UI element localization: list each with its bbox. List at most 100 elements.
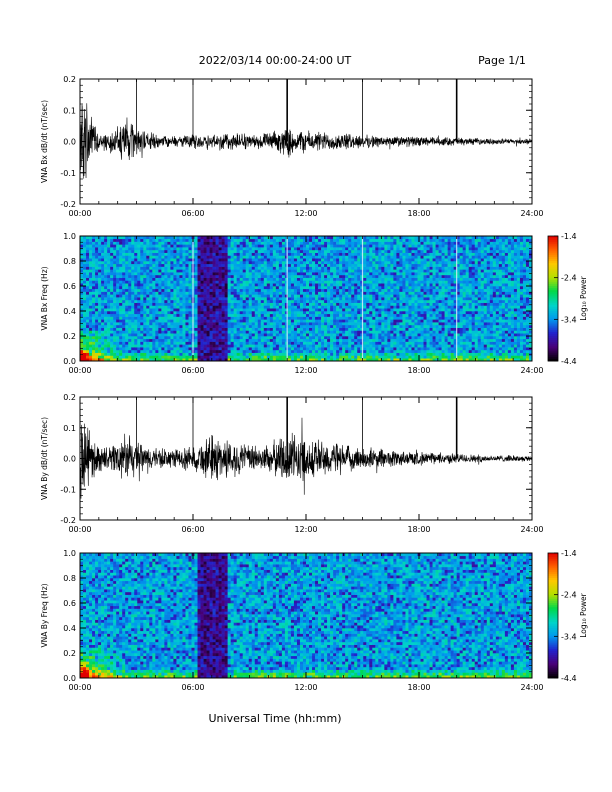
spectrogram-cell	[390, 294, 394, 298]
spectrogram-cell	[209, 319, 213, 323]
spectrogram-cell	[158, 277, 162, 281]
spectrogram-cell	[134, 327, 138, 331]
spectrogram-cell	[342, 299, 346, 303]
spectrogram-cell	[290, 344, 295, 348]
spectrogram-cell	[119, 263, 123, 267]
spectrogram-cell	[188, 327, 192, 331]
spectrogram-cell	[176, 322, 180, 326]
spectrogram-cell	[309, 347, 313, 351]
spectrogram-cell	[230, 255, 234, 259]
spectrogram-cell	[278, 341, 283, 345]
spectrogram-cell	[119, 238, 123, 242]
spectrogram-cell	[110, 333, 114, 337]
spectrogram-cell	[272, 355, 277, 359]
spectrogram-cell	[390, 236, 394, 240]
spectrogram-cell	[98, 336, 102, 340]
spectrogram-cell	[110, 261, 114, 265]
spectrogram-cell	[176, 288, 180, 292]
spectrogram-cell	[236, 333, 240, 337]
spectrogram-cell	[92, 341, 96, 345]
spectrogram-cell	[369, 313, 373, 317]
spectrogram-cell	[164, 311, 168, 315]
spectrogram-cell	[336, 349, 340, 353]
spectrogram-cell	[263, 286, 268, 290]
spectrogram-cell	[119, 316, 123, 320]
spectrogram-cell	[251, 255, 256, 259]
spectrogram-cell	[143, 319, 147, 323]
spectrogram-cell	[293, 352, 298, 356]
spectrogram-cell	[134, 344, 138, 348]
spectrogram-cell	[146, 336, 150, 340]
spectrogram-cell	[80, 355, 84, 359]
spectrogram-cell	[318, 336, 322, 340]
spectrogram-cell	[366, 236, 370, 240]
spectrogram-cell	[312, 355, 316, 359]
spectrogram-cell	[209, 308, 213, 312]
spectrogram-cell	[345, 241, 349, 245]
spectrogram-cell	[206, 349, 210, 353]
spectrogram-cell	[116, 291, 120, 295]
spectrogram-cell	[360, 341, 364, 345]
spectrogram-cell	[230, 333, 234, 337]
spectrogram-cell	[381, 263, 385, 267]
spectrogram-cell	[399, 299, 403, 303]
spectrogram-cell	[194, 274, 198, 278]
spectrogram-cell	[357, 330, 361, 334]
spectrogram-cell	[348, 338, 352, 342]
spectrogram-cell	[342, 291, 346, 295]
spectrogram-cell	[351, 261, 355, 265]
spectrogram-cell	[318, 322, 322, 326]
spectrogram-cell	[309, 352, 313, 356]
spectrogram-cell	[278, 294, 283, 298]
spectrogram-cell	[176, 313, 180, 317]
spectrogram-cell	[218, 297, 222, 301]
spectrogram-cell	[384, 272, 388, 276]
spectrogram-cell	[248, 280, 253, 284]
spectrogram-cell	[260, 302, 265, 306]
spectrogram-cell	[306, 261, 310, 265]
spectrogram-cell	[324, 249, 328, 253]
spectrogram-cell	[290, 249, 295, 253]
spectrogram-cell	[269, 274, 274, 278]
spectrogram-cell	[396, 241, 400, 245]
spectrogram-cell	[149, 316, 153, 320]
spectrogram-cell	[399, 244, 403, 248]
spectrogram-cell	[293, 330, 298, 334]
spectrogram-cell	[113, 336, 117, 340]
spectrogram-cell	[312, 358, 316, 362]
spectrogram-cell	[293, 333, 298, 337]
spectrogram-cell	[122, 274, 126, 278]
spectrogram-cell	[92, 299, 96, 303]
spectrogram-cell	[299, 249, 304, 253]
spectrogram-cell	[290, 277, 295, 281]
spectrogram-cell	[95, 263, 99, 267]
spectrogram-cell	[110, 236, 114, 240]
spectrogram-cell	[333, 286, 337, 290]
spectrogram-cell	[354, 236, 358, 240]
spectrogram-cell	[278, 244, 283, 248]
spectrogram-cell	[372, 308, 376, 312]
spectrogram-cell	[342, 261, 346, 265]
spectrogram-cell	[83, 247, 87, 251]
spectrogram-cell	[80, 263, 84, 267]
spectrogram-cell	[363, 305, 367, 309]
spectrogram-cell	[95, 308, 99, 312]
spectrogram-cell	[86, 319, 90, 323]
spectrogram-cell	[378, 244, 382, 248]
spectrogram-cell	[155, 247, 159, 251]
spectrogram-cell	[245, 258, 250, 262]
spectrogram-cell	[324, 338, 328, 342]
spectrogram-cell	[342, 288, 346, 292]
spectrogram-cell	[309, 344, 313, 348]
spectrogram-cell	[324, 347, 328, 351]
spectrogram-cell	[182, 299, 186, 303]
spectrogram-cell	[89, 249, 93, 253]
spectrogram-cell	[197, 324, 201, 328]
spectrogram-cell	[122, 297, 126, 301]
spectrogram-cell	[119, 330, 123, 334]
spectrogram-cell	[272, 269, 277, 273]
spectrogram-cell	[188, 336, 192, 340]
spectrogram-cell	[107, 311, 111, 315]
spectrogram-cell	[200, 349, 204, 353]
spectrogram-cell	[140, 341, 144, 345]
